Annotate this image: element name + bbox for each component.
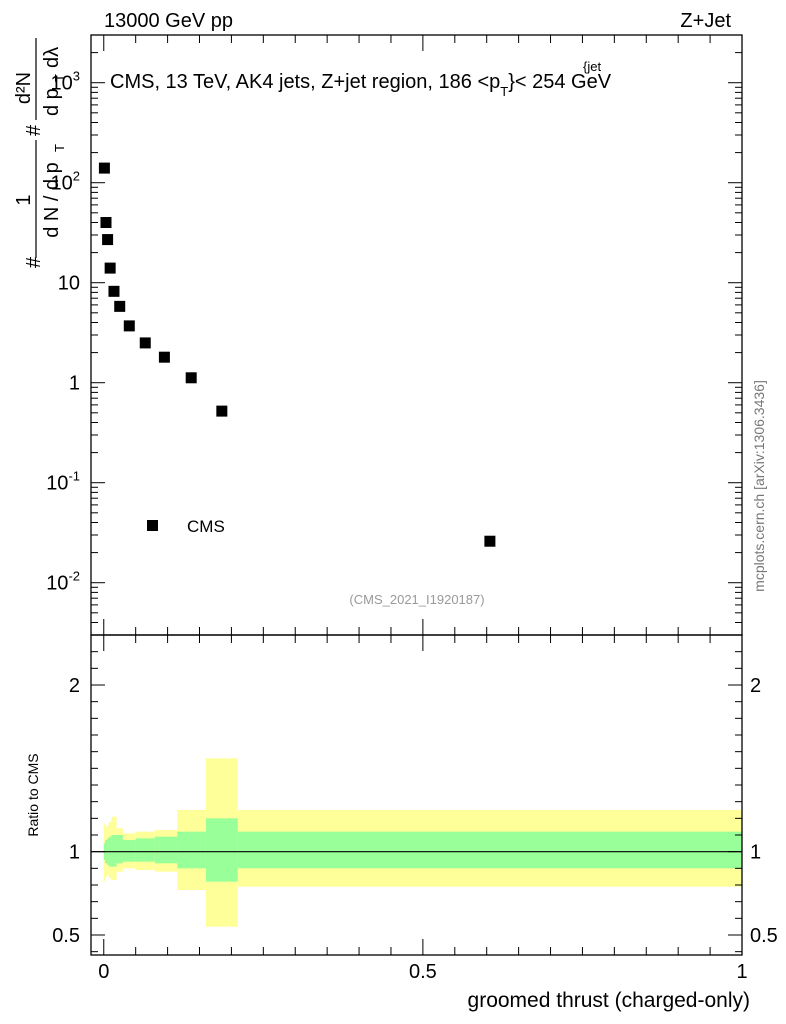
x-axis-label: groomed thrust (charged-only) xyxy=(468,989,750,1012)
cms-point xyxy=(484,535,496,547)
cms-point xyxy=(158,351,170,363)
cms-point xyxy=(185,372,197,384)
ylabel-denominator: d N / d p xyxy=(41,162,63,238)
ratio-plot-frame xyxy=(90,634,743,956)
cms-point xyxy=(100,217,112,229)
ylabel-denominator-sub: T xyxy=(52,144,67,152)
ratio-y-tick-label: 2 xyxy=(69,675,80,697)
plot-title-sup: {jet xyxy=(583,59,601,74)
y-tick-label-base: 10 xyxy=(51,73,73,95)
inner-band-bin-10 xyxy=(205,818,238,882)
y-tick-label: 1 xyxy=(69,373,80,395)
y-tick-label-exp: -1 xyxy=(68,469,80,484)
ratio-bands xyxy=(103,758,742,927)
y-tick-label-base: 10 xyxy=(46,473,68,495)
y-tick-label: 10 xyxy=(58,273,80,295)
x-tick-label: 0 xyxy=(98,961,109,983)
inner-band-bin-9 xyxy=(177,831,206,869)
y-tick-label-base: 10 xyxy=(46,573,68,595)
cms-point xyxy=(102,234,114,246)
plot-title-main: CMS, 13 TeV, AK4 jets, Z+jet region, 186… xyxy=(110,71,500,93)
ratio-y-axis-label: Ratio to CMS xyxy=(25,753,41,836)
ylabel-numerator2: d²N xyxy=(13,72,35,104)
header-left-label: 13000 GeV pp xyxy=(104,10,233,32)
legend-label-cms: CMS xyxy=(187,517,225,536)
y-tick-label-base: 10 xyxy=(51,173,73,195)
legend-marker-cms xyxy=(147,520,158,531)
y-tick-label-exp: -2 xyxy=(68,569,80,584)
ratio-y-tick-label: 0.5 xyxy=(52,925,80,947)
inner-band-bin-8 xyxy=(154,836,178,864)
ylabel-denominator2: d p xyxy=(41,88,63,116)
cms-point xyxy=(123,320,135,332)
ratio-y-tick-label-right: 2 xyxy=(750,675,761,697)
cms-point xyxy=(104,262,116,274)
y-tick-label-exp: 3 xyxy=(73,69,80,84)
ylabel-hash: # xyxy=(23,124,45,136)
y-tick-label: 10-1 xyxy=(46,469,80,495)
inner-band-bin-7 xyxy=(135,838,155,862)
side-label: mcplots.cern.ch [arXiv:1306.3436] xyxy=(751,380,767,592)
plot-title: CMS, 13 TeV, AK4 jets, Z+jet region, 186… xyxy=(110,71,612,99)
ylabel-denominator2-sub: T xyxy=(52,74,67,82)
cms-point xyxy=(216,405,228,417)
plot-title-tail: }< 254 GeV xyxy=(508,71,612,93)
cms-point xyxy=(114,300,126,312)
y-tick-label: 10-2 xyxy=(46,569,80,595)
cms-point xyxy=(108,285,120,297)
x-tick-label: 0.5 xyxy=(409,961,437,983)
ylabel-prefix: # xyxy=(23,256,45,268)
ylabel-denominator2-tail: dλ xyxy=(41,47,63,68)
main-y-axis-label: # 1 d N / d p T # d²N d p T dλ xyxy=(13,38,67,268)
analysis-id: (CMS_2021_I1920187) xyxy=(349,592,484,607)
inner-band-bin-6 xyxy=(122,840,136,862)
ratio-y-tick-label: 1 xyxy=(69,842,80,864)
header-right-label: Z+Jet xyxy=(680,10,731,32)
ylabel-numerator: 1 xyxy=(13,194,35,205)
main-plot-frame xyxy=(90,34,743,636)
plot-title-sub: T xyxy=(500,84,508,99)
ratio-y-tick-label-right: 0.5 xyxy=(750,925,778,947)
x-tick-label: 1 xyxy=(736,961,747,983)
inner-band-bin-5 xyxy=(116,835,123,864)
y-tick-label-exp: 2 xyxy=(73,169,80,184)
y-tick-label: 102 xyxy=(51,169,80,195)
inner-band-bin-4 xyxy=(111,835,117,867)
ratio-axis-ticks: 0 0.5 10.5 0.51 12 2 xyxy=(52,635,778,983)
ratio-y-tick-label-right: 1 xyxy=(750,842,761,864)
y-tick-label: 103 xyxy=(51,69,80,95)
cms-point xyxy=(98,162,110,174)
cms-point xyxy=(139,337,151,349)
cms-data-points xyxy=(98,162,496,547)
inner-band-bin-11 xyxy=(237,831,742,869)
